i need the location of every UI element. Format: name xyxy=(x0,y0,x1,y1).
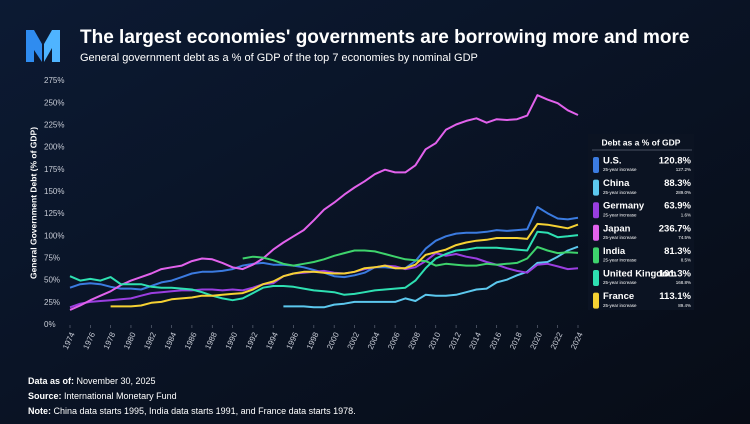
legend-swatch xyxy=(593,157,599,173)
legend-increase-value: 8.5% xyxy=(681,258,691,263)
y-tick-label: 150% xyxy=(44,187,64,196)
legend-increase-label: 25-year increase xyxy=(603,303,637,308)
series-line xyxy=(110,222,579,308)
legend-increase-label: 25-year increase xyxy=(603,212,637,217)
legend-increase-label: 25-year increase xyxy=(603,190,637,195)
legend-swatch xyxy=(593,202,599,219)
footer: Data as of: November 30, 2025 Source: Int… xyxy=(28,376,356,416)
y-tick-label: 250% xyxy=(44,98,64,107)
legend-swatch xyxy=(593,247,599,264)
legend-increase-label: 25-year increase xyxy=(603,167,637,172)
series-line xyxy=(69,230,579,302)
legend-value: 113.1% xyxy=(659,291,691,302)
footer-text: November 30, 2025 xyxy=(74,376,156,386)
legend-title: Debt as a % of GDP xyxy=(602,137,681,147)
legend-increase-value: 127.2% xyxy=(676,167,691,172)
legend-value: 120.8% xyxy=(659,156,692,167)
y-axis-label: General Government Debt (% of GDP) xyxy=(28,127,38,279)
legend-increase-value: 74.5% xyxy=(678,235,691,240)
y-tick-label: 50% xyxy=(44,276,60,285)
legend-increase-label: 25-year increase xyxy=(603,258,637,263)
footer-text: International Monetary Fund xyxy=(62,391,177,401)
series-line xyxy=(69,94,579,311)
footer-text: China data starts 1995, India data start… xyxy=(51,406,356,416)
legend-increase-value: 289.0% xyxy=(676,190,691,195)
y-tick-label: 225% xyxy=(44,120,64,129)
legend-increase-label: 25-year increase xyxy=(603,280,637,285)
legend-name: United Kingdom xyxy=(603,269,676,280)
legend-value: 81.3% xyxy=(664,246,691,257)
legend-increase-label: 25-year increase xyxy=(603,235,637,240)
legend-increase-value: 89.4% xyxy=(678,303,691,308)
legend-swatch xyxy=(593,292,599,309)
y-tick-label: 125% xyxy=(44,209,64,218)
y-tick-label: 100% xyxy=(44,231,64,240)
legend-name: China xyxy=(603,178,630,189)
y-tick-label: 75% xyxy=(44,254,60,263)
y-tick-label: 200% xyxy=(44,143,64,152)
chart-subtitle: General government debt as a % of GDP of… xyxy=(80,52,478,64)
footer-line: Data as of: November 30, 2025 xyxy=(28,376,156,386)
footer-line: Note: China data starts 1995, India data… xyxy=(28,406,356,416)
legend-name: France xyxy=(603,291,634,302)
legend-name: Germany xyxy=(603,201,645,212)
series-line xyxy=(242,245,579,267)
footer-label: Data as of: xyxy=(28,376,74,386)
legend-value: 236.7% xyxy=(659,223,692,234)
legend-value: 88.3% xyxy=(664,178,691,189)
footer-line: Source: International Monetary Fund xyxy=(28,391,177,401)
legend-name: U.S. xyxy=(603,156,621,167)
legend-panel xyxy=(588,134,694,310)
footer-label: Source: xyxy=(28,391,62,401)
legend-swatch xyxy=(593,270,599,286)
legend-increase-value: 168.8% xyxy=(676,280,691,285)
chart-title: The largest economies' governments are b… xyxy=(80,27,690,48)
y-tick-label: 0% xyxy=(44,320,56,329)
legend-name: Japan xyxy=(603,223,631,234)
legend: U.S. 120.8% 25-year increase 127.2% China 88.… xyxy=(593,156,692,309)
legend-swatch xyxy=(593,224,599,241)
y-tick-label: 175% xyxy=(44,165,64,174)
legend-swatch xyxy=(593,179,599,196)
legend-value: 101.3% xyxy=(659,269,692,280)
y-tick-label: 275% xyxy=(44,76,64,85)
legend-name: India xyxy=(603,246,626,257)
footer-label: Note: xyxy=(28,406,51,416)
legend-increase-value: 1.6% xyxy=(681,212,691,217)
logo xyxy=(26,30,60,62)
legend-value: 63.9% xyxy=(664,201,691,212)
y-tick-label: 25% xyxy=(44,298,60,307)
